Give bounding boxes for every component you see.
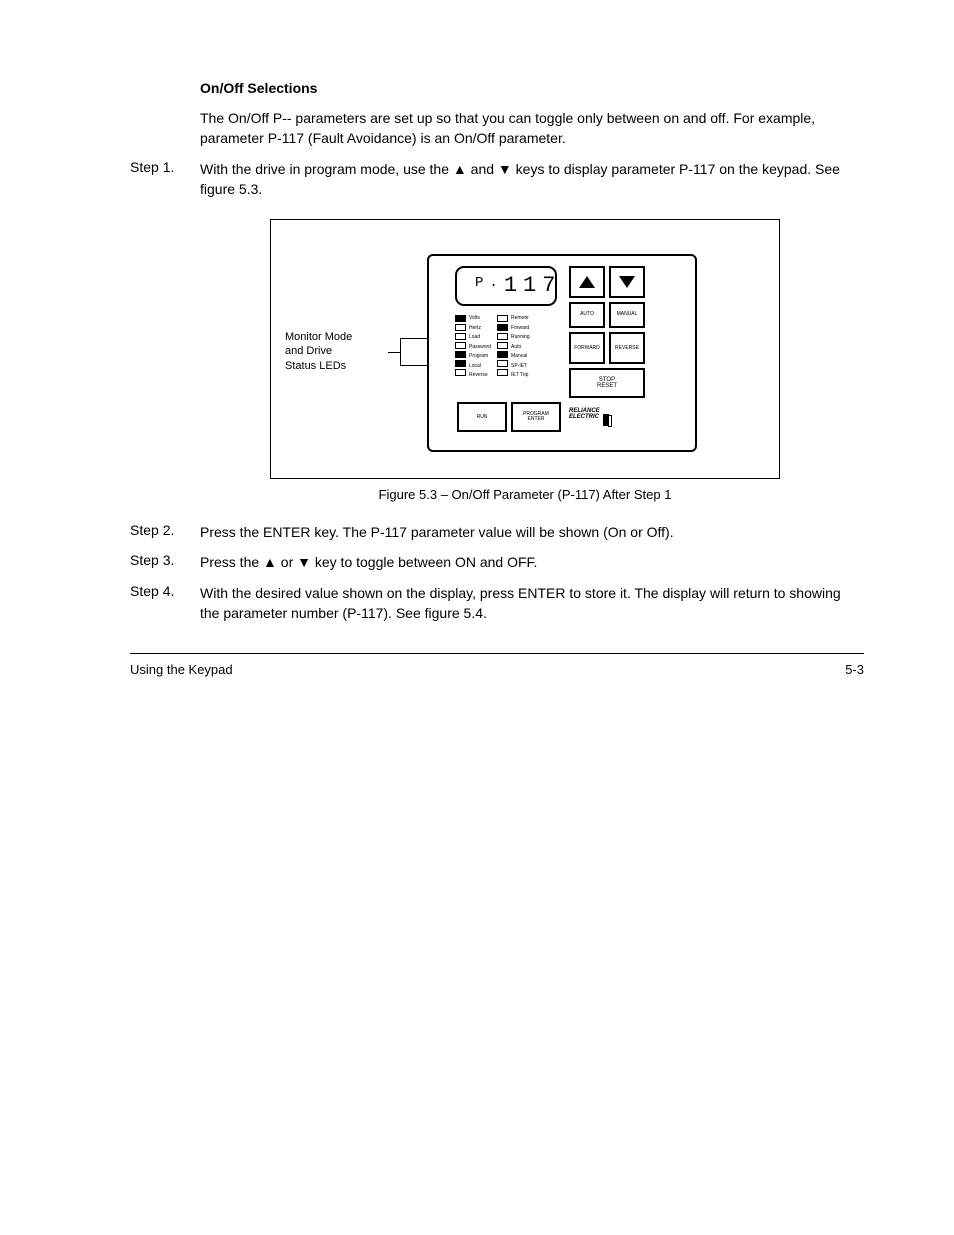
- display: P.117: [455, 266, 557, 306]
- led-label: IET Trip: [511, 371, 530, 381]
- onoff-heading: On/Off Selections: [200, 80, 864, 96]
- step-1-label: Step 1.: [130, 159, 200, 175]
- triangle-down-icon: [619, 276, 635, 288]
- status-led: [497, 324, 508, 331]
- led-labels-1: VoltsHertzLoadPasswordProgramLocalRevers…: [469, 314, 491, 381]
- status-led: [455, 360, 466, 367]
- led-label: Running: [511, 333, 530, 343]
- step-3-label: Step 3.: [130, 552, 200, 568]
- auto-button[interactable]: AUTO: [569, 302, 605, 328]
- led-label: Manual: [511, 352, 530, 362]
- led-callout: Monitor Mode and Drive Status LEDs: [285, 330, 352, 373]
- stop-reset-button[interactable]: STOP RESET: [569, 368, 645, 398]
- step-2: Step 2. Press the ENTER key. The P-117 p…: [130, 522, 864, 542]
- status-led: [497, 315, 508, 322]
- status-led: [455, 315, 466, 322]
- step3-text-c: key to toggle between ON and OFF.: [311, 554, 537, 570]
- status-led: [497, 342, 508, 349]
- step1-text-a: With the drive in program mode, use the: [200, 161, 453, 177]
- led-label: SP-IET: [511, 362, 530, 372]
- step-1: Step 1. With the drive in program mode, …: [130, 159, 864, 200]
- led-label: Load: [469, 333, 491, 343]
- status-led: [455, 342, 466, 349]
- led-label: Program: [469, 352, 491, 362]
- led-label: Volts: [469, 314, 491, 324]
- page-footer: Using the Keypad 5-3: [130, 653, 864, 677]
- led-label: Forward: [511, 324, 530, 334]
- led-label: Remote: [511, 314, 530, 324]
- run-button[interactable]: RUN: [457, 402, 507, 432]
- led-column-1: [455, 315, 466, 378]
- callout-bracket: [428, 338, 429, 366]
- status-led: [455, 333, 466, 340]
- down-arrow-icon: ▼: [498, 161, 512, 177]
- step-4: Step 4. With the desired value shown on …: [130, 583, 864, 624]
- brand-logo: RELIANCE ELECTRIC: [569, 408, 609, 426]
- triangle-up-icon: [579, 276, 595, 288]
- onoff-para1: The On/Off P-- parameters are set up so …: [200, 108, 864, 149]
- up-arrow-icon: ▲: [453, 161, 467, 177]
- led-label: Auto: [511, 343, 530, 353]
- step-4-text: With the desired value shown on the disp…: [200, 583, 864, 624]
- status-led: [455, 369, 466, 376]
- brand-bar-icon: [603, 414, 609, 426]
- keypad-frame: P.117 VoltsHertzLoadPasswordProgramLocal…: [427, 254, 697, 452]
- step-3-text: Press the ▲ or ▼ key to toggle between O…: [200, 552, 864, 572]
- led-column-2: [497, 315, 508, 378]
- step-1-text: With the drive in program mode, use the …: [200, 159, 864, 200]
- status-led: [497, 351, 508, 358]
- status-led: [455, 324, 466, 331]
- figure-border: Monitor Mode and Drive Status LEDs P.117…: [270, 219, 780, 479]
- manual-button[interactable]: MANUAL: [609, 302, 645, 328]
- status-led: [497, 333, 508, 340]
- status-led: [455, 351, 466, 358]
- figure-caption: Figure 5.3 – On/Off Parameter (P-117) Af…: [270, 487, 780, 502]
- led-label: Local: [469, 362, 491, 372]
- led-labels-2: RemoteForwardRunningAutoManualSP-IETIET …: [511, 314, 530, 381]
- footer-left: Using the Keypad: [130, 662, 233, 677]
- down-button[interactable]: [609, 266, 645, 298]
- program-enter-button[interactable]: PROGRAM ENTER: [511, 402, 561, 432]
- footer-right: 5-3: [845, 662, 864, 677]
- status-led: [497, 369, 508, 376]
- step-2-text: Press the ENTER key. The P-117 parameter…: [200, 522, 864, 542]
- up-arrow-icon: ▲: [263, 554, 277, 570]
- up-button[interactable]: [569, 266, 605, 298]
- reverse-button[interactable]: REVERSE: [609, 332, 645, 364]
- status-led: [497, 360, 508, 367]
- step-3: Step 3. Press the ▲ or ▼ key to toggle b…: [130, 552, 864, 572]
- down-arrow-icon: ▼: [297, 554, 311, 570]
- step3-text-a: Press the: [200, 554, 263, 570]
- display-value: 117: [504, 273, 562, 298]
- led-label: Password: [469, 343, 491, 353]
- led-label: Hertz: [469, 324, 491, 334]
- step3-text-b: or: [277, 554, 297, 570]
- step1-text-b: and: [467, 161, 498, 177]
- figure-5-3: Monitor Mode and Drive Status LEDs P.117…: [270, 219, 780, 502]
- forward-button[interactable]: FORWARD: [569, 332, 605, 364]
- display-p: P.: [475, 275, 504, 291]
- page: On/Off Selections The On/Off P-- paramet…: [0, 0, 954, 717]
- led-label: Reverse: [469, 371, 491, 381]
- brand-line2: ELECTRIC: [569, 414, 599, 420]
- step-4-label: Step 4.: [130, 583, 200, 599]
- step-2-label: Step 2.: [130, 522, 200, 538]
